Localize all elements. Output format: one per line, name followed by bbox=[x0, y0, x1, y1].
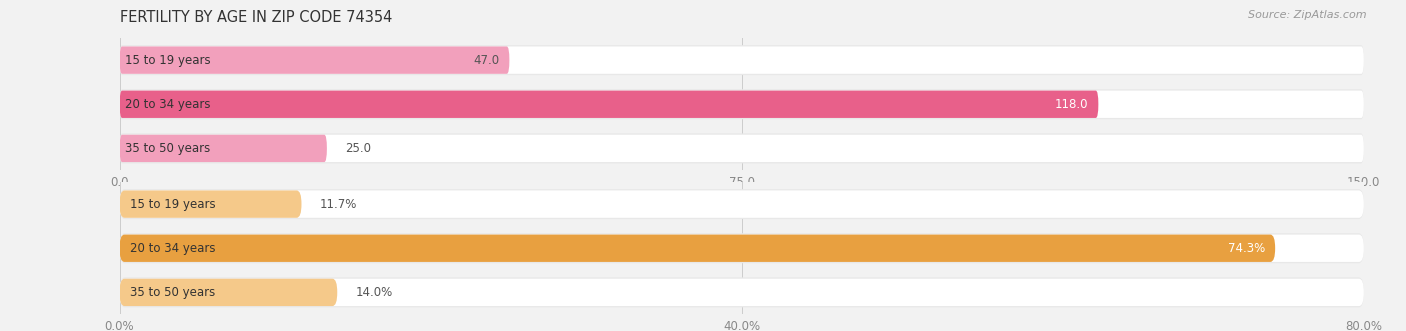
Text: 118.0: 118.0 bbox=[1054, 98, 1088, 111]
FancyBboxPatch shape bbox=[120, 277, 1364, 307]
FancyBboxPatch shape bbox=[120, 279, 1364, 306]
Text: 15 to 19 years: 15 to 19 years bbox=[125, 54, 211, 67]
Text: Source: ZipAtlas.com: Source: ZipAtlas.com bbox=[1249, 10, 1367, 20]
FancyBboxPatch shape bbox=[120, 91, 1098, 118]
FancyBboxPatch shape bbox=[120, 190, 1364, 218]
Text: 20 to 34 years: 20 to 34 years bbox=[125, 98, 211, 111]
FancyBboxPatch shape bbox=[120, 135, 328, 162]
Text: 35 to 50 years: 35 to 50 years bbox=[131, 286, 215, 299]
FancyBboxPatch shape bbox=[120, 279, 337, 306]
FancyBboxPatch shape bbox=[120, 46, 1364, 74]
FancyBboxPatch shape bbox=[120, 189, 1364, 219]
FancyBboxPatch shape bbox=[120, 45, 1364, 75]
FancyBboxPatch shape bbox=[120, 46, 509, 74]
Text: 14.0%: 14.0% bbox=[356, 286, 394, 299]
Text: 15 to 19 years: 15 to 19 years bbox=[131, 198, 215, 211]
FancyBboxPatch shape bbox=[120, 133, 1364, 164]
FancyBboxPatch shape bbox=[120, 235, 1364, 262]
FancyBboxPatch shape bbox=[120, 135, 1364, 162]
Text: 47.0: 47.0 bbox=[474, 54, 499, 67]
Text: 74.3%: 74.3% bbox=[1227, 242, 1265, 255]
Text: FERTILITY BY AGE IN ZIP CODE 74354: FERTILITY BY AGE IN ZIP CODE 74354 bbox=[120, 10, 392, 25]
FancyBboxPatch shape bbox=[120, 89, 1364, 119]
FancyBboxPatch shape bbox=[120, 233, 1364, 263]
Text: 35 to 50 years: 35 to 50 years bbox=[125, 142, 211, 155]
Text: 11.7%: 11.7% bbox=[321, 198, 357, 211]
FancyBboxPatch shape bbox=[120, 235, 1275, 262]
Text: 20 to 34 years: 20 to 34 years bbox=[131, 242, 215, 255]
Text: 25.0: 25.0 bbox=[346, 142, 371, 155]
FancyBboxPatch shape bbox=[120, 190, 301, 218]
FancyBboxPatch shape bbox=[120, 91, 1364, 118]
